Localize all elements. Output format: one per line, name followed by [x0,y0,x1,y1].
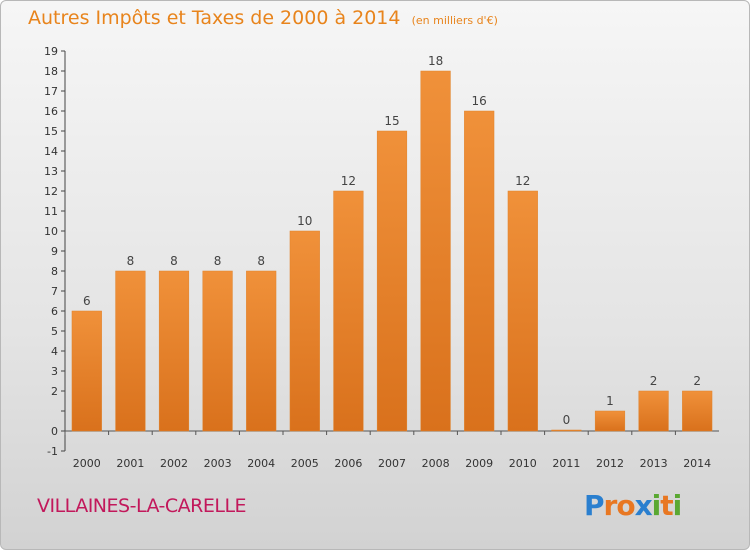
y-tick-label: 2 [51,385,58,398]
logo-letter: r [603,489,618,522]
commune-name: VILLAINES-LA-CARELLE [37,495,247,517]
y-tick-label: 18 [44,65,58,78]
data-label: 15 [384,114,399,128]
x-tick-label: 2013 [640,457,668,470]
x-tick-label: 2001 [116,457,144,470]
data-label: 12 [341,174,356,188]
x-tick-label: 2009 [465,457,493,470]
logo-letter: t [660,489,673,522]
y-tick-label: 13 [44,165,58,178]
x-tick-label: 2012 [596,457,624,470]
data-label: 0 [563,413,571,427]
y-tick-label: 10 [44,225,58,238]
bars [71,70,713,432]
x-tick-label: 2004 [247,457,275,470]
logo-letter: P [584,489,605,522]
y-tick-label: 0 [51,425,58,438]
data-label: 8 [127,254,135,268]
x-tick-label: 2014 [683,457,711,470]
y-tick-label: -1 [47,445,58,458]
bar [420,70,451,432]
x-tick-label: 2003 [204,457,232,470]
y-tick-label: 6 [51,305,58,318]
x-tick-label: 2002 [160,457,188,470]
chart-title: Autres Impôts et Taxes de 2000 à 2014 [28,7,401,29]
data-label: 8 [257,254,265,268]
x-tick-label: 2010 [509,457,537,470]
bar [158,270,190,432]
x-tick-label: 2007 [378,457,406,470]
bar [682,390,713,432]
data-label: 1 [606,394,614,408]
data-label: 2 [693,374,701,388]
y-tick-label: 3 [51,365,58,378]
bar [115,270,146,432]
bar [71,310,102,432]
data-label: 8 [170,254,178,268]
logo-letter: i [651,489,662,522]
data-label: 6 [83,294,91,308]
y-tick-label: 12 [44,185,58,198]
data-label: 18 [428,54,443,68]
data-label: 10 [297,214,312,228]
bar [333,190,364,432]
y-tick-label: 5 [51,325,58,338]
data-label: 16 [472,94,487,108]
bar [551,429,582,432]
y-tick-label: 4 [51,345,58,358]
proxiti-logo: Proxiti [584,489,683,522]
bar [376,130,408,432]
y-tick-label: 14 [44,145,58,158]
logo-letter: x [634,489,653,522]
y-tick-label: 19 [44,45,58,58]
x-tick-label: 2000 [73,457,101,470]
y-tick-label: 17 [44,85,58,98]
x-tick-label: 2006 [334,457,362,470]
bar [464,110,495,432]
bar [289,230,320,432]
logo-letter: i [672,489,683,522]
bar [202,270,233,432]
y-tick-label: 16 [44,105,58,118]
x-tick-label: 2005 [291,457,319,470]
data-label: 12 [515,174,530,188]
bar [507,190,538,432]
data-label: 8 [214,254,222,268]
y-tick-label: 11 [44,205,58,218]
x-tick-label: 2008 [422,457,450,470]
title-row: Autres Impôts et Taxes de 2000 à 2014 (e… [28,7,498,29]
y-tick-label: 15 [44,125,58,138]
bar [594,410,626,432]
bar [638,390,669,432]
y-tick-label: 9 [51,245,58,258]
logo-letter: o [616,489,635,522]
y-tick-label: 8 [51,265,58,278]
y-tick-label: 7 [51,285,58,298]
chart-unit: (en milliers d'€) [411,14,498,27]
data-label: 2 [650,374,658,388]
bar [246,270,277,432]
x-tick-label: 2011 [552,457,580,470]
